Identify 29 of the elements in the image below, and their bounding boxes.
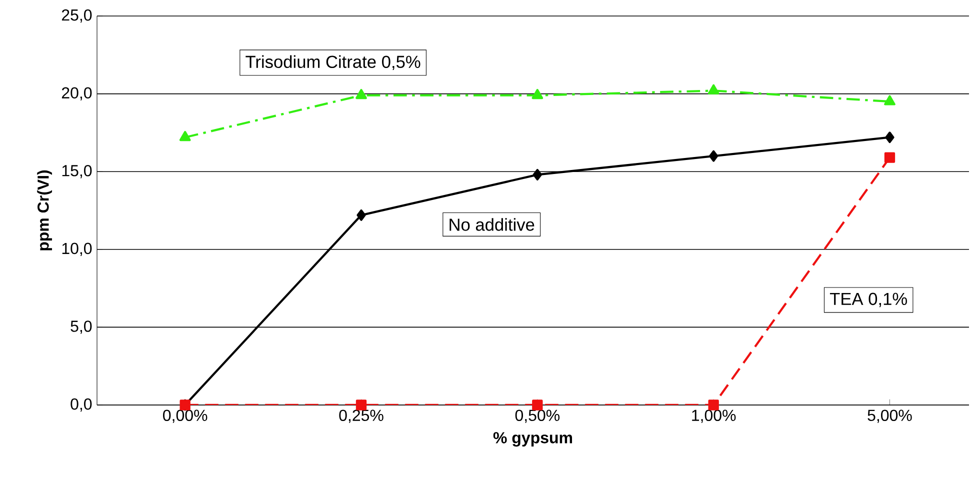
y-tick-label: 25,0 — [62, 9, 92, 23]
point — [532, 168, 542, 180]
x-tick-label: 1,00% — [692, 410, 736, 423]
point — [709, 150, 718, 162]
point — [885, 132, 894, 144]
point — [532, 400, 543, 410]
point — [708, 84, 720, 94]
x-tick-label: 5,00% — [868, 410, 912, 423]
point — [708, 400, 719, 410]
y-tick-label: 10,0 — [62, 242, 92, 256]
x-tick-label: 0,50% — [515, 410, 560, 423]
point — [532, 88, 544, 100]
y-tick-label: 20,0 — [62, 87, 92, 100]
series-label: No additive — [450, 218, 534, 231]
series-label: Trisodium Citrate 0,5% — [246, 55, 420, 70]
point — [884, 95, 896, 106]
x-tick-label: 0,25% — [339, 410, 384, 423]
y-tick-label: 15,0 — [62, 164, 92, 178]
point — [356, 209, 366, 221]
series-label: TEA 0,1% — [830, 292, 907, 308]
point — [356, 400, 367, 410]
point — [179, 130, 191, 142]
point — [884, 152, 896, 163]
x-tick-label: 0,00% — [163, 410, 208, 423]
point — [356, 88, 367, 100]
x-axis-title: % gypsum — [493, 432, 572, 447]
y-tick-label: 0,0 — [70, 398, 92, 412]
y-tick-label: 5,0 — [70, 320, 92, 334]
y-axis-title: ppm Cr(VI) — [37, 170, 52, 250]
